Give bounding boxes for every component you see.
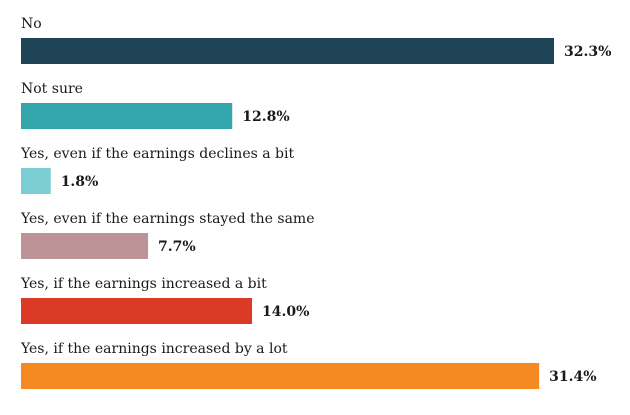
value-label: 12.8% xyxy=(242,109,289,125)
bar xyxy=(21,298,253,324)
category-label: Not sure xyxy=(21,81,83,97)
value-label: 32.3% xyxy=(564,44,611,60)
category-label: Yes, even if the earnings stayed the sam… xyxy=(20,211,315,227)
category-label: No xyxy=(21,16,42,32)
value-label: 1.8% xyxy=(61,174,99,190)
bar xyxy=(21,38,554,64)
value-label: 14.0% xyxy=(262,304,309,320)
bar xyxy=(21,103,233,129)
bar xyxy=(21,168,51,194)
bar xyxy=(21,363,540,389)
bar xyxy=(21,233,149,259)
category-label: Yes, if the earnings increased by a lot xyxy=(20,341,288,357)
value-label: 31.4% xyxy=(549,369,596,385)
value-label: 7.7% xyxy=(158,239,196,255)
category-label: Yes, even if the earnings declines a bit xyxy=(20,146,294,162)
category-label: Yes, if the earnings increased a bit xyxy=(20,276,267,292)
